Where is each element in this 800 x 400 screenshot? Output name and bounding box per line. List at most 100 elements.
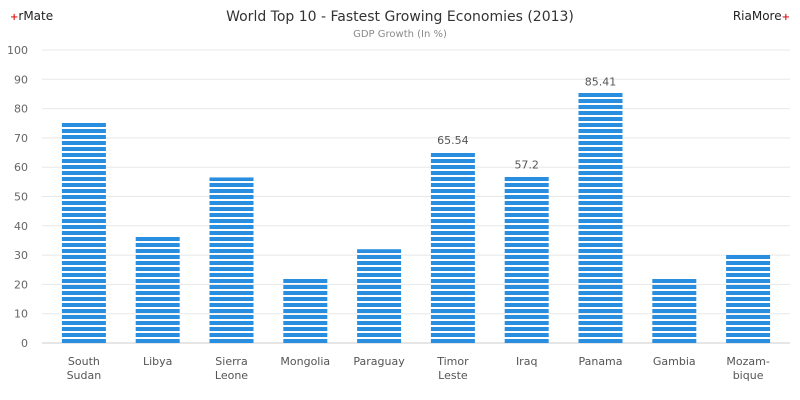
bar-stripe	[578, 93, 623, 97]
bar-stripe	[578, 243, 623, 247]
y-tick-label: 70	[14, 132, 28, 145]
bar-stripe	[209, 201, 254, 205]
brand-logo-left: +rMate	[10, 9, 53, 23]
bar-stripe	[209, 267, 254, 271]
bar-stripe	[430, 159, 475, 163]
x-tick-label: Libya	[143, 355, 172, 368]
bar-stripe	[504, 255, 549, 259]
y-tick-label: 60	[14, 161, 28, 174]
bar-stripe	[61, 267, 106, 271]
bar-stripe	[504, 225, 549, 229]
bar-stripe	[61, 243, 106, 247]
bar-stripe	[283, 315, 328, 319]
x-tick-label: Leste	[438, 369, 468, 382]
bar-stripe	[283, 303, 328, 307]
bar-stripe	[430, 165, 475, 169]
bar-stripe	[578, 309, 623, 313]
bar-stripe	[61, 315, 106, 319]
bar-stripe	[283, 333, 328, 337]
bar	[726, 255, 771, 343]
bar-stripe	[578, 219, 623, 223]
bar-stripe	[61, 219, 106, 223]
bar-stripe	[504, 285, 549, 289]
bar-stripe	[504, 339, 549, 343]
x-tick-label: Iraq	[516, 355, 538, 368]
bar-stripe	[357, 303, 402, 307]
bar-stripe	[578, 273, 623, 277]
bar-stripe	[726, 279, 771, 283]
bar-stripe	[209, 255, 254, 259]
bar-stripe	[430, 225, 475, 229]
bar-stripe	[357, 267, 402, 271]
bar-stripe	[504, 195, 549, 199]
x-tick-label: Gambia	[653, 355, 696, 368]
bar-stripe	[430, 303, 475, 307]
bar-stripe	[357, 285, 402, 289]
bar	[504, 177, 549, 343]
bar-stripe	[209, 177, 254, 181]
bar-stripe	[61, 225, 106, 229]
bar-stripe	[578, 261, 623, 265]
bar-stripe	[578, 135, 623, 139]
bar-stripe	[283, 279, 328, 283]
bar-stripe	[504, 267, 549, 271]
bar-stripe	[578, 117, 623, 121]
y-tick-label: 50	[14, 191, 28, 204]
y-tick-label: 40	[14, 220, 28, 233]
bar	[430, 153, 475, 343]
bar-stripe	[135, 291, 180, 295]
bar-stripe	[430, 279, 475, 283]
bar-stripe	[726, 309, 771, 313]
bar-stripe	[209, 231, 254, 235]
bar-stripe	[209, 225, 254, 229]
bar-stripe	[578, 123, 623, 127]
bar-stripe	[652, 327, 697, 331]
bar-stripe	[504, 327, 549, 331]
bar-stripe	[430, 339, 475, 343]
bar-stripe	[357, 309, 402, 313]
bar-stripe	[430, 321, 475, 325]
bar-stripe	[504, 303, 549, 307]
bar-stripe	[135, 255, 180, 259]
bar-stripe	[61, 237, 106, 241]
bar-stripe	[430, 309, 475, 313]
bar-stripe	[578, 249, 623, 253]
bar-stripe	[578, 225, 623, 229]
x-tick-label: Paraguay	[353, 355, 405, 368]
chart-title: World Top 10 - Fastest Growing Economies…	[226, 9, 574, 25]
bar-stripe	[504, 189, 549, 193]
bar-stripe	[726, 333, 771, 337]
bar-stripe	[578, 321, 623, 325]
bar-stripe	[578, 201, 623, 205]
bar-stripe	[135, 249, 180, 253]
data-label: 57.2	[514, 158, 539, 171]
x-tick-label: Mozam-	[726, 355, 769, 368]
bar-stripe	[209, 327, 254, 331]
bar-stripe	[578, 111, 623, 115]
bar	[578, 93, 623, 343]
bar-stripe	[504, 273, 549, 277]
bar-stripe	[61, 201, 106, 205]
bar-stripe	[357, 321, 402, 325]
bar-stripe	[357, 327, 402, 331]
brand-logo-right: RiaMore+	[733, 9, 790, 23]
bar-stripe	[283, 309, 328, 313]
y-tick-label: 90	[14, 73, 28, 86]
bar-stripe	[726, 255, 771, 259]
bar-stripe	[726, 261, 771, 265]
bar-stripe	[209, 339, 254, 343]
bar-stripe	[726, 339, 771, 343]
plus-icon: +	[781, 12, 790, 23]
bar-stripe	[61, 273, 106, 277]
bar-stripe	[726, 267, 771, 271]
bar-stripe	[61, 285, 106, 289]
bar-stripe	[578, 285, 623, 289]
bar-stripe	[61, 261, 106, 265]
bar-stripe	[357, 315, 402, 319]
bar-stripe	[135, 309, 180, 313]
bar-stripe	[135, 315, 180, 319]
bar-stripe	[430, 153, 475, 157]
x-tick-label: Panama	[578, 355, 622, 368]
bar-stripe	[504, 231, 549, 235]
bar-stripe	[209, 273, 254, 277]
